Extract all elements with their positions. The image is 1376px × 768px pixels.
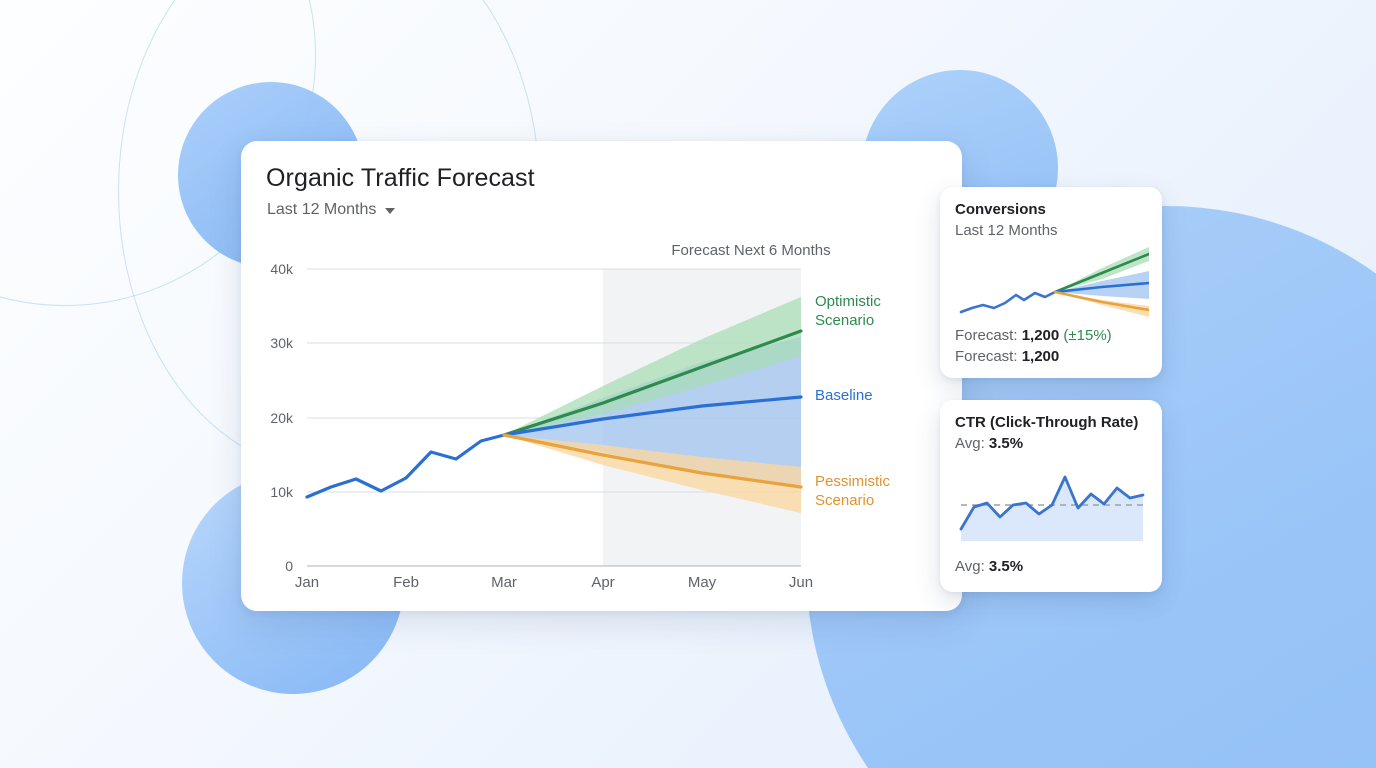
x-tick-mar: Mar <box>491 574 517 591</box>
ctr-sparkline <box>955 463 1149 548</box>
conversions-card: Conversions Last 12 Months Forecast: 1,2… <box>940 187 1162 378</box>
page-title: Organic Traffic Forecast <box>266 164 535 192</box>
x-tick-jan: Jan <box>294 574 320 591</box>
x-tick-may: May <box>687 574 717 591</box>
ctr-card: CTR (Click-Through Rate) Avg: 3.5% Avg: … <box>940 400 1162 592</box>
legend-baseline-line1: Baseline <box>815 387 873 404</box>
optimistic-line <box>502 329 803 437</box>
ctr-card-title: CTR (Click-Through Rate) <box>955 414 1139 431</box>
conv-history-line <box>959 290 1057 314</box>
legend-optimistic-line1: Optimistic <box>815 293 881 310</box>
x-tick-apr: Apr <box>591 574 615 591</box>
conversions-forecast-value-1: 1,200 <box>1021 327 1060 344</box>
legend-pessimistic[interactable]: Pessimistic Scenario <box>815 472 925 510</box>
conversions-forecast-label-1: Forecast: <box>955 327 1018 344</box>
conversions-forecast-label-2: Forecast: <box>955 348 1018 365</box>
ctr-subtitle-label: Avg: <box>955 435 985 452</box>
historical-line <box>305 433 506 499</box>
conversions-forecast-range: (±15%) <box>1063 327 1112 344</box>
y-tick-0: 0 <box>285 558 293 574</box>
legend-optimistic-line2: Scenario <box>815 312 875 329</box>
conv-pessimistic-line <box>1053 290 1151 312</box>
forecast-band-label: Forecast Next 6 Months <box>671 242 831 259</box>
baseline-line <box>502 395 803 437</box>
y-tick-10k: 10k <box>270 484 293 500</box>
pessimistic-band <box>504 435 801 513</box>
forecast-chart-svg <box>305 268 803 567</box>
x-tick-feb: Feb <box>393 574 419 591</box>
legend-optimistic[interactable]: Optimistic Scenario <box>815 292 925 330</box>
legend-baseline[interactable]: Baseline <box>815 386 925 405</box>
ctr-footer-label: Avg: <box>955 558 985 575</box>
ctr-footer-value: 3.5% <box>988 558 1024 575</box>
y-tick-40k: 40k <box>270 261 293 277</box>
ctr-area <box>961 477 1143 541</box>
organic-traffic-forecast-card: Organic Traffic Forecast Last 12 Months … <box>241 141 962 611</box>
conversions-forecast-value-2: 1,200 <box>1021 348 1060 365</box>
ctr-line <box>959 475 1145 531</box>
ctr-card-subtitle: Avg: 3.5% <box>955 435 1023 452</box>
conv-optimistic-line <box>1053 252 1151 294</box>
range-selector-label: Last 12 Months <box>267 201 377 218</box>
conversions-card-title: Conversions <box>955 201 1046 218</box>
ctr-subtitle-value: 3.5% <box>988 435 1024 452</box>
ctr-sparkline-svg <box>959 475 1145 541</box>
conv-baseline-line <box>1053 281 1151 294</box>
pessimistic-line <box>502 433 803 489</box>
ctr-average-footer: Avg: 3.5% <box>955 558 1023 575</box>
range-selector[interactable]: Last 12 Months <box>267 201 396 219</box>
legend-pessimistic-line1: Pessimistic <box>815 473 891 490</box>
conversions-card-subtitle: Last 12 Months <box>955 222 1058 239</box>
conv-baseline-band <box>1055 271 1149 299</box>
conversions-forecast-line-2: Forecast: 1,200 <box>955 348 1059 365</box>
conversions-forecast-line-1: Forecast: 1,200 (±15%) <box>955 327 1112 344</box>
y-tick-20k: 20k <box>270 410 293 426</box>
legend-pessimistic-line2: Scenario <box>815 492 875 509</box>
conversions-sparkline <box>955 245 1151 325</box>
conversions-sparkline-svg <box>959 247 1151 317</box>
forecast-chart: 40k 30k 20k 10k 0 Jan Feb Mar Apr May Ju… <box>241 141 962 611</box>
y-tick-30k: 30k <box>270 335 293 351</box>
x-tick-jun: Jun <box>788 574 814 591</box>
optimistic-band <box>504 297 801 435</box>
conv-optimistic-band <box>1055 247 1149 292</box>
chevron-down-icon <box>385 208 396 214</box>
